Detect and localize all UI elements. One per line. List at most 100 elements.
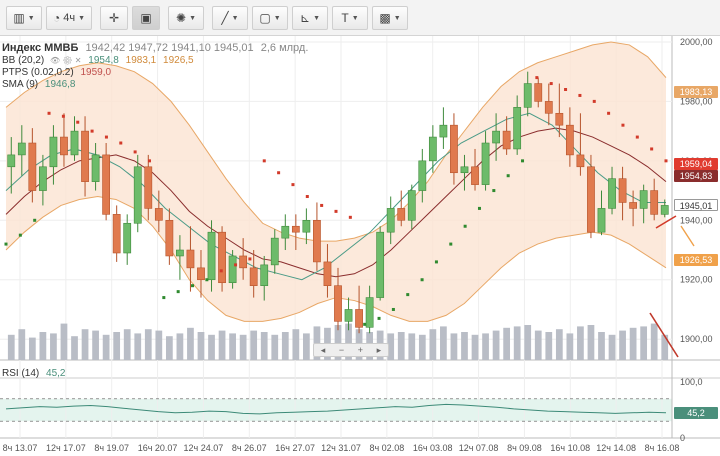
candle <box>481 142 490 185</box>
cursor-button[interactable]: ▣ <box>132 6 160 30</box>
candle <box>270 237 279 266</box>
candle <box>154 208 163 221</box>
timeframe-button[interactable]: ◔ 4ч ▼ <box>46 6 92 30</box>
sar-dot <box>477 206 481 210</box>
volume-bar <box>387 333 395 360</box>
volume-bar <box>144 329 152 360</box>
bb-legend[interactable]: BB (20,2) 👁 ⚙ ✕ 1954,8 1983,1 1926,5 <box>2 55 194 66</box>
candle <box>81 130 89 182</box>
candle <box>639 190 648 209</box>
volume-bar <box>408 333 416 360</box>
candle <box>28 142 37 191</box>
scroll-right-button[interactable]: ▸ <box>376 344 382 355</box>
sar-dot <box>664 159 668 163</box>
volume-bar <box>81 329 89 360</box>
candle <box>544 101 553 114</box>
candle <box>260 264 269 286</box>
candle <box>513 107 522 150</box>
candle <box>165 219 174 257</box>
eye-icon[interactable]: 👁 ⚙ ✕ <box>50 56 82 65</box>
price-tick-label: 2000,00 <box>680 37 713 47</box>
sar-dot <box>506 174 510 178</box>
sar-dot <box>248 257 252 261</box>
time-tick-label: 8ч 13.07 <box>3 443 38 453</box>
sar-dot <box>191 284 195 288</box>
candle <box>7 154 16 168</box>
sar-dot <box>47 111 51 115</box>
candle <box>291 225 300 233</box>
rsi-band <box>0 398 672 422</box>
sar-dot <box>607 111 611 115</box>
volume-bar <box>450 333 458 360</box>
picture-icon: ▩ <box>379 11 391 25</box>
volume-bar <box>429 329 437 360</box>
candle <box>207 231 216 281</box>
cursor-icon: ▣ <box>140 11 152 25</box>
bb-upper-value: 1983,1 <box>125 55 157 66</box>
rsi-tick-label: 100,0 <box>680 377 703 387</box>
zoom-in-button[interactable]: + <box>357 345 364 355</box>
volume-bar <box>503 327 511 360</box>
sar-dot <box>521 159 525 163</box>
zoom-out-button[interactable]: − <box>338 345 345 355</box>
volume-bar <box>71 336 78 360</box>
chart-type-button[interactable]: ▥ ▼ <box>6 6 42 30</box>
volume-value: 2,6 млрд. <box>260 42 309 54</box>
chart-navigation: ◂ − + ▸ <box>313 343 389 357</box>
ptps-legend[interactable]: PTPS (0.02,0.2) 1959,0 <box>2 67 111 78</box>
candle <box>239 255 248 269</box>
volume-bar <box>18 329 26 360</box>
sar-dot <box>391 307 395 311</box>
sar-dot <box>262 159 266 163</box>
sma-legend[interactable]: SMA (9) 1946,8 <box>2 79 76 90</box>
shape-tool-button[interactable]: ▢ ▼ <box>252 6 288 30</box>
rsi-legend[interactable]: RSI (14) 45,2 <box>2 368 65 379</box>
sar-dot <box>162 296 166 300</box>
candle <box>70 130 79 156</box>
price-tag: 1983,13 <box>674 86 718 99</box>
sar-dot <box>535 76 539 80</box>
price-tag: 1959,04 <box>674 157 718 170</box>
candle <box>565 124 574 156</box>
candle <box>228 255 237 284</box>
chevron-down-icon: ▼ <box>351 14 359 22</box>
bb-middle-line <box>5 127 667 278</box>
instrument-legend: Индекс ММВБ 1942,42 1947,72 1941,10 1945… <box>2 42 308 54</box>
volume-bar <box>134 333 142 360</box>
bb-middle-value: 1954,8 <box>88 55 119 66</box>
sar-dot <box>592 99 596 103</box>
candle <box>534 83 543 102</box>
volume-bar <box>492 330 500 360</box>
candle <box>418 160 427 191</box>
scroll-left-button[interactable]: ◂ <box>320 344 326 355</box>
time-tick-label: 8ч 09.08 <box>507 443 542 453</box>
bb-label: BB (20,2) <box>2 55 45 66</box>
volume-bar <box>440 326 447 360</box>
image-button[interactable]: ▩ ▼ <box>372 6 408 30</box>
time-tick-label: 8ч 16.08 <box>645 443 680 453</box>
rsi-line <box>5 403 667 415</box>
time-tick-label: 8ч 26.07 <box>232 443 267 453</box>
rsi-tick-label: 0 <box>680 433 685 443</box>
sar-dot <box>377 316 381 320</box>
crosshair-button[interactable]: ✛ <box>100 6 128 30</box>
candle <box>49 136 58 168</box>
chart-area[interactable]: 2000,001980,001960,001940,001920,001900,… <box>0 36 720 456</box>
volume-bar <box>60 323 68 360</box>
volume-bar <box>281 332 289 360</box>
sar-dot <box>348 215 352 219</box>
volume-bar <box>303 333 310 360</box>
fib-tool-button[interactable]: ⊾ ▼ <box>292 6 328 30</box>
text-tool-button[interactable]: T ▼ <box>332 6 368 30</box>
sar-dot <box>234 263 238 267</box>
candle <box>386 208 395 233</box>
candle <box>91 154 100 182</box>
time-tick-label: 12ч 07.08 <box>459 443 499 453</box>
volume-bar <box>39 332 47 360</box>
indicators-button[interactable]: ✺ ▼ <box>168 6 204 30</box>
volume-bar <box>250 330 258 360</box>
sar-dot <box>291 183 295 187</box>
volume-bar <box>534 330 542 360</box>
line-tool-button[interactable]: ╱ ▼ <box>212 6 248 30</box>
sar-dot <box>363 322 367 326</box>
